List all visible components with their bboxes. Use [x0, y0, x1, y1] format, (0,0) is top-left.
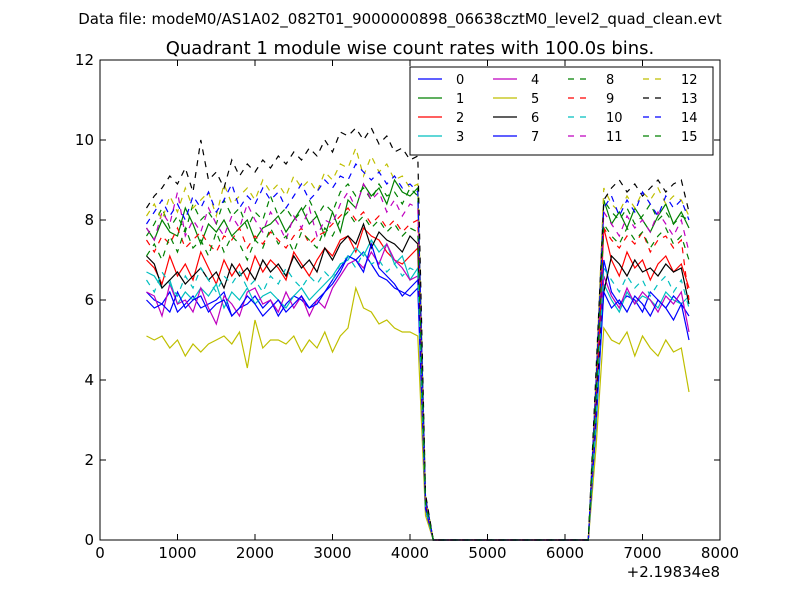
series-line-3: [146, 238, 690, 541]
series-line-4: [146, 242, 690, 541]
series-line-12: [145, 146, 690, 541]
legend-label-0: 0: [456, 73, 464, 88]
series-line-14: [145, 162, 690, 541]
series-line-11: [145, 182, 690, 541]
legend-label-14: 14: [681, 111, 698, 126]
y-tick-label: 0: [84, 531, 94, 549]
y-tick-label: 8: [84, 211, 94, 229]
x-tick-label: 6000: [546, 544, 584, 562]
chart-title: Quadrant 1 module wise count rates with …: [166, 38, 655, 59]
series-line-5: [146, 285, 690, 541]
legend-label-12: 12: [681, 73, 698, 88]
legend-label-10: 10: [606, 111, 623, 126]
x-tick-label: 7000: [623, 544, 661, 562]
y-tick-label: 4: [84, 371, 94, 389]
y-tick-label: 10: [75, 131, 94, 149]
legend-label-11: 11: [606, 130, 623, 145]
legend-label-4: 4: [531, 73, 539, 88]
series-line-9: [145, 207, 690, 541]
x-tick-label: 1000: [158, 544, 196, 562]
x-tick-label: 5000: [468, 544, 506, 562]
x-tick-label: 2000: [236, 544, 274, 562]
series-line-15: [145, 211, 690, 541]
x-tick-label: 4000: [391, 544, 429, 562]
x-tick-label: 0: [95, 544, 105, 562]
legend-label-8: 8: [606, 73, 614, 88]
legend-label-13: 13: [681, 92, 698, 107]
legend-label-15: 15: [681, 130, 698, 145]
y-tick-label: 2: [84, 451, 94, 469]
x-offset-label: +2.19834e8: [627, 563, 720, 581]
legend-label-2: 2: [456, 111, 464, 126]
series-line-7: [146, 241, 690, 541]
legend-label-6: 6: [531, 111, 539, 126]
legend-label-7: 7: [531, 130, 539, 145]
legend-label-1: 1: [456, 92, 464, 107]
x-tick-label: 3000: [313, 544, 351, 562]
legend-box: [409, 66, 714, 156]
suptitle: Data file: modeM0/AS1A02_082T01_90000008…: [78, 10, 722, 29]
series-line-1: [145, 178, 690, 541]
series-line-6: [146, 222, 690, 541]
series-line-10: [145, 250, 690, 541]
axis-ticks: 0 1000 2000 3000 4000 5000 6000 7000 80000246810…: [75, 51, 739, 562]
x-tick-label: 8000: [701, 544, 739, 562]
series-line-8: [145, 182, 690, 541]
legend-label-9: 9: [606, 92, 614, 107]
legend-label-3: 3: [456, 130, 464, 145]
series-line-13: [145, 126, 690, 541]
y-tick-label: 12: [75, 51, 94, 69]
legend-label-5: 5: [531, 92, 539, 107]
y-tick-label: 6: [84, 291, 94, 309]
plot-lines: [145, 126, 690, 541]
